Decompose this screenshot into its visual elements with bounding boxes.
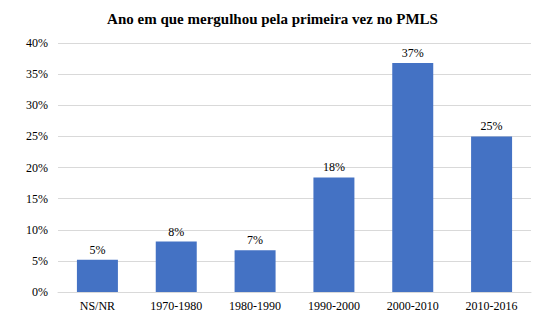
svg-text:5%: 5%	[32, 254, 48, 268]
svg-text:1990-2000: 1990-2000	[308, 299, 360, 313]
svg-text:7%: 7%	[247, 233, 263, 247]
svg-text:15%: 15%	[26, 192, 48, 206]
svg-text:10%: 10%	[26, 223, 48, 237]
svg-text:5%: 5%	[89, 243, 105, 257]
svg-text:40%: 40%	[26, 36, 48, 50]
svg-text:2010-2016: 2010-2016	[466, 299, 518, 313]
svg-text:8%: 8%	[168, 225, 184, 239]
svg-text:18%: 18%	[323, 160, 345, 174]
svg-text:NS/NR: NS/NR	[80, 299, 115, 313]
svg-text:0%: 0%	[32, 285, 48, 299]
svg-text:Ano em que mergulhou pela prim: Ano em que mergulhou pela primeira vez n…	[107, 11, 438, 27]
svg-text:20%: 20%	[26, 161, 48, 175]
svg-text:25%: 25%	[481, 119, 503, 133]
svg-text:2000-2010: 2000-2010	[387, 299, 439, 313]
svg-text:37%: 37%	[402, 46, 424, 60]
svg-text:1980-1990: 1980-1990	[229, 299, 281, 313]
svg-text:1970-1980: 1970-1980	[150, 299, 202, 313]
svg-text:25%: 25%	[26, 129, 48, 143]
svg-text:35%: 35%	[26, 67, 48, 81]
svg-text:30%: 30%	[26, 98, 48, 112]
